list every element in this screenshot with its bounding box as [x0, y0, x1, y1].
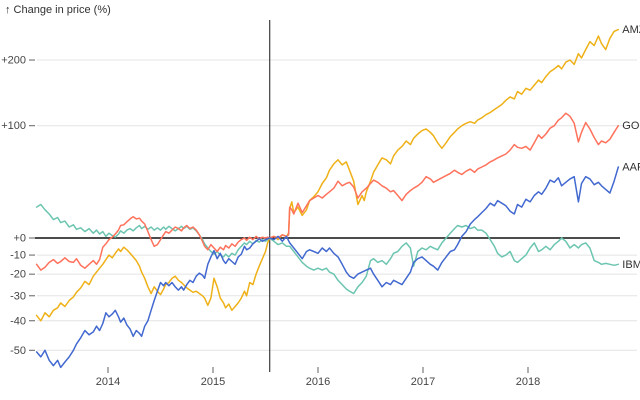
y-tick-label: -20 — [10, 269, 26, 281]
y-tick-label: -10 — [10, 250, 26, 262]
x-tick-label: 2017 — [411, 376, 435, 388]
series-label-ibm: IBM — [622, 259, 640, 271]
x-tick-label: 2015 — [201, 376, 225, 388]
x-tick-label: 2016 — [306, 376, 330, 388]
x-tick-label: 2018 — [516, 376, 540, 388]
y-tick-label: +0 — [13, 233, 26, 245]
series-line-aapl — [35, 166, 620, 369]
series-line-amzn — [35, 28, 620, 322]
series-line-ibm — [35, 203, 620, 295]
y-axis-title: ↑ Change in price (%) — [5, 4, 111, 16]
series-label-goog: GOOG — [622, 120, 640, 132]
y-tick-label: -30 — [10, 290, 26, 302]
series-label-aapl: AAPL — [622, 162, 640, 174]
series-line-goog — [35, 112, 620, 271]
series-label-amzn: AMZN — [622, 24, 640, 36]
y-tick-label: -40 — [10, 315, 26, 327]
y-tick-label: -50 — [10, 345, 26, 357]
x-tick-label: 2014 — [96, 376, 120, 388]
y-tick-label: +200 — [1, 55, 26, 67]
y-tick-label: +100 — [1, 120, 26, 132]
